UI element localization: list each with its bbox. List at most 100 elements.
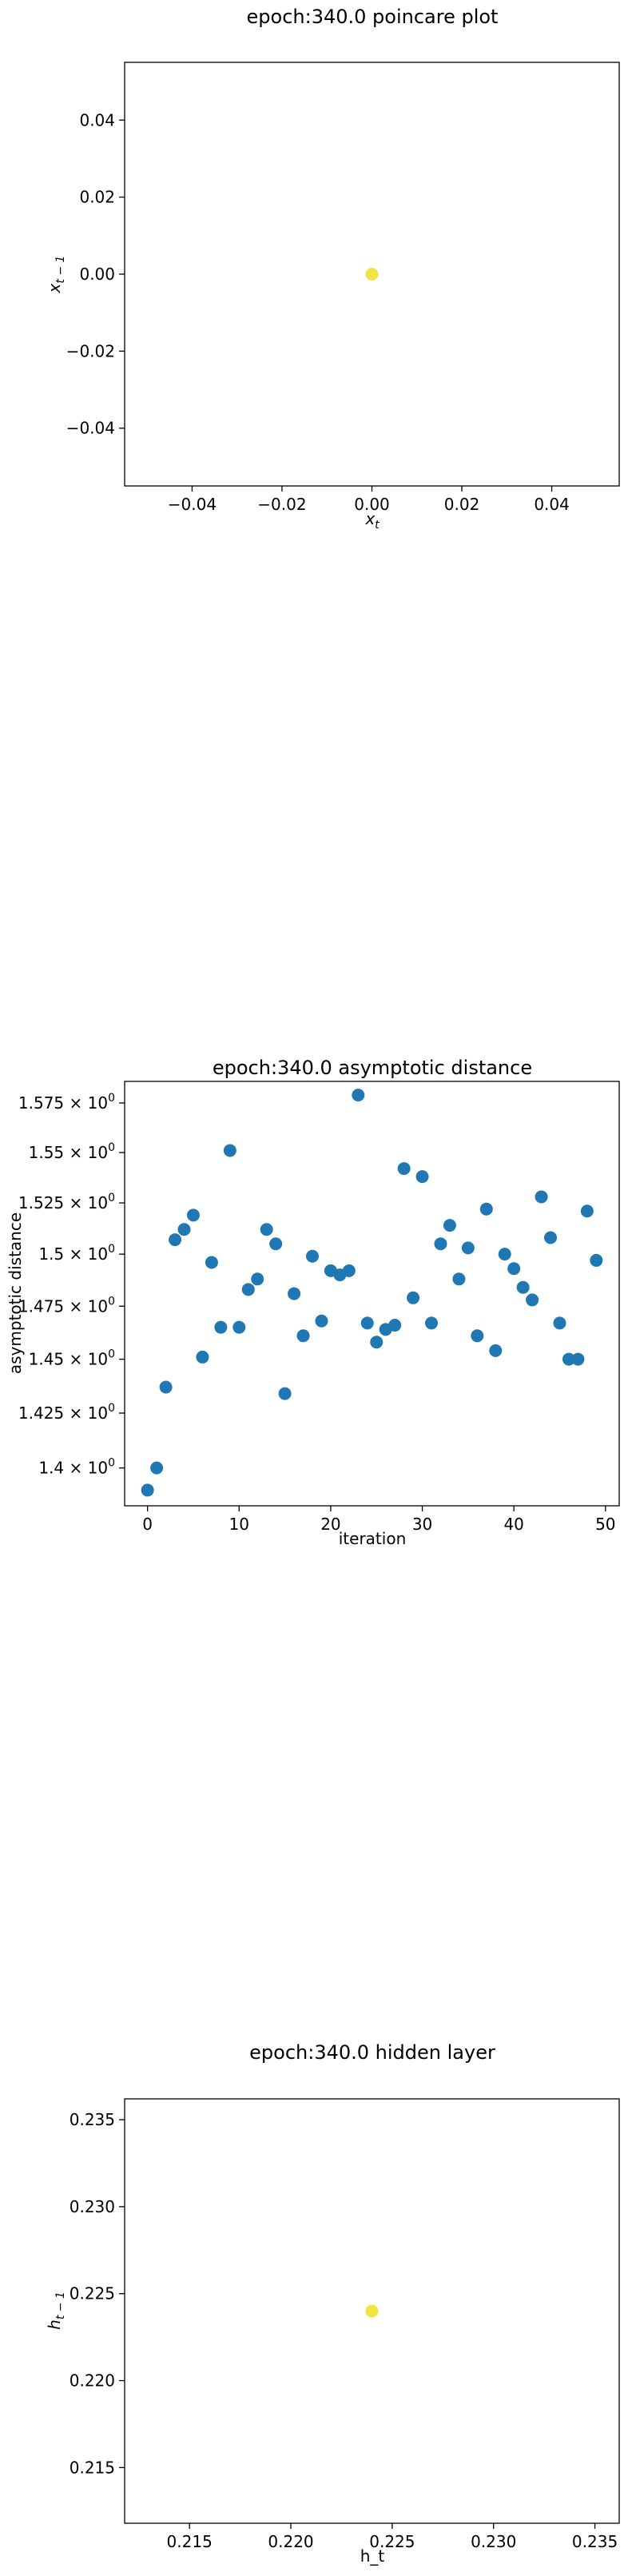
asymptotic-y-tick-label: 1.525 × 100 (18, 1192, 115, 1212)
asymptotic-data-point (407, 1291, 420, 1304)
poincare-y-tick-label: −0.02 (66, 341, 115, 360)
hidden-layer-title: epoch:340.0 hidden layer (249, 2041, 495, 2064)
asymptotic-data-point (580, 1204, 594, 1218)
asymptotic-y-tick-label: 1.55 × 100 (29, 1141, 115, 1162)
hidden-x-ticks: 0.215 0.220 0.225 0.230 0.235 (167, 2523, 618, 2551)
hidden-y-label-sub: t − 1 (54, 2291, 67, 2319)
asymptotic-x-tick-label: 50 (595, 1515, 615, 1534)
asymptotic-data-point (288, 1287, 301, 1300)
hidden-layer-frame (124, 2098, 620, 2524)
asymptotic-data-point (452, 1272, 466, 1286)
hidden-data-point (365, 2304, 379, 2318)
asymptotic-y-ticks: 1.4 × 100 1.425 × 100 1.45 × 100 1.475 × 10… (18, 1092, 125, 1478)
poincare-x-tick-label: 0.00 (354, 495, 390, 514)
asymptotic-data-point (360, 1316, 374, 1330)
asymptotic-data-point (526, 1293, 539, 1307)
poincare-x-tick-label: −0.02 (257, 495, 306, 514)
asymptotic-x-tick-label: 0 (142, 1515, 153, 1534)
hidden-y-tick-label: 0.235 (70, 2110, 115, 2129)
poincare-x-tick-label: 0.02 (444, 495, 480, 514)
asymptotic-data-point (544, 1231, 558, 1244)
hidden-x-tick-label: 0.230 (471, 2532, 516, 2551)
asymptotic-data-point (186, 1208, 200, 1222)
asymptotic-data-point (489, 1344, 503, 1357)
asymptotic-data-point (169, 1233, 182, 1247)
asymptotic-data-point (141, 1483, 154, 1497)
asymptotic-data-point (443, 1219, 456, 1232)
poincare-points (365, 268, 379, 281)
asymptotic-data-point (296, 1329, 310, 1343)
poincare-y-tick-label: 0.04 (79, 110, 115, 129)
asymptotic-y-axis-label: asymptotic distance (6, 1212, 25, 1374)
asymptotic-data-point (177, 1223, 191, 1236)
asymptotic-data-point (196, 1350, 209, 1364)
hidden-x-axis-label: h_t (360, 2546, 385, 2566)
hidden-y-tick-label: 0.230 (70, 2197, 115, 2216)
asymptotic-data-point (260, 1223, 273, 1236)
hidden-y-tick-label: 0.220 (70, 2371, 115, 2391)
poincare-y-ticks: −0.04 −0.02 0.00 0.02 0.04 (66, 110, 125, 438)
hidden-y-ticks: 0.215 0.220 0.225 0.230 0.235 (70, 2110, 125, 2477)
asymptotic-data-point (562, 1352, 575, 1366)
asymptotic-x-tick-label: 40 (503, 1515, 523, 1534)
asymptotic-x-axis-label: iteration (339, 1529, 407, 1548)
asymptotic-data-point (425, 1316, 439, 1330)
asymptotic-data-point (269, 1237, 283, 1251)
poincare-x-axis-label: xt (364, 509, 380, 532)
asymptotic-data-point (233, 1320, 246, 1334)
hidden-y-axis-label: ht − 1 (45, 2291, 67, 2330)
poincare-data-point (365, 268, 379, 281)
asymptotic-data-point (278, 1387, 292, 1400)
hidden-y-label-base: h (45, 2319, 64, 2330)
asymptotic-data-point (159, 1380, 173, 1394)
hidden-x-tick-label: 0.235 (572, 2532, 618, 2551)
poincare-x-label-base: x (364, 509, 375, 528)
hidden-points (365, 2304, 379, 2318)
poincare-x-tick-label: −0.04 (168, 495, 217, 514)
poincare-plot-chart: epoch:340.0 poincare plot −0.04 −0.02 0.00… (45, 6, 620, 532)
asymptotic-data-point (415, 1170, 429, 1184)
poincare-x-ticks: −0.04 −0.02 0.00 0.02 0.04 (168, 486, 570, 514)
asymptotic-data-point (571, 1352, 585, 1366)
asymptotic-data-point (352, 1089, 365, 1102)
asymptotic-points (141, 1089, 603, 1497)
asymptotic-y-tick-label: 1.475 × 100 (18, 1295, 115, 1316)
asymptotic-data-point (214, 1320, 228, 1334)
poincare-y-tick-label: −0.04 (66, 419, 115, 438)
asymptotic-data-point (461, 1241, 475, 1255)
hidden-x-tick-label: 0.220 (268, 2532, 313, 2551)
hidden-x-tick-label: 0.215 (167, 2532, 213, 2551)
poincare-y-label-base: x (45, 283, 64, 293)
asymptotic-data-point (241, 1283, 255, 1296)
asymptotic-data-point (251, 1272, 264, 1286)
asymptotic-data-point (553, 1316, 566, 1330)
hidden-y-tick-label: 0.225 (70, 2284, 115, 2303)
asymptotic-x-tick-label: 10 (229, 1515, 249, 1534)
asymptotic-data-point (342, 1264, 356, 1277)
asymptotic-y-tick-label: 1.4 × 100 (38, 1457, 115, 1478)
asymptotic-distance-chart: epoch:340.0 asymptotic distance 0 10 20 30 4… (6, 1057, 620, 1548)
asymptotic-x-tick-label: 30 (412, 1515, 432, 1534)
asymptotic-data-point (498, 1248, 511, 1261)
asymptotic-data-point (507, 1262, 521, 1276)
asymptotic-data-point (388, 1319, 402, 1332)
asymptotic-data-point (479, 1202, 493, 1216)
asymptotic-data-point (590, 1253, 603, 1267)
asymptotic-data-point (370, 1336, 384, 1349)
asymptotic-y-tick-label: 1.425 × 100 (18, 1402, 115, 1423)
poincare-plot-title: epoch:340.0 poincare plot (247, 6, 499, 28)
asymptotic-data-point (315, 1314, 328, 1328)
hidden-x-tick-label: 0.225 (369, 2532, 415, 2551)
asymptotic-x-tick-label: 20 (320, 1515, 340, 1534)
poincare-y-tick-label: 0.00 (79, 265, 115, 284)
asymptotic-data-point (305, 1249, 319, 1263)
asymptotic-y-tick-label: 1.5 × 100 (38, 1243, 115, 1264)
asymptotic-x-ticks: 0 10 20 30 40 50 (142, 1506, 616, 1534)
poincare-x-label-sub: t (375, 519, 380, 532)
poincare-y-label-sub: t − 1 (54, 256, 67, 284)
asymptotic-data-point (397, 1162, 411, 1176)
asymptotic-distance-title: epoch:340.0 asymptotic distance (213, 1057, 532, 1079)
asymptotic-data-point (516, 1280, 530, 1294)
asymptotic-y-tick-label: 1.575 × 100 (18, 1092, 115, 1113)
